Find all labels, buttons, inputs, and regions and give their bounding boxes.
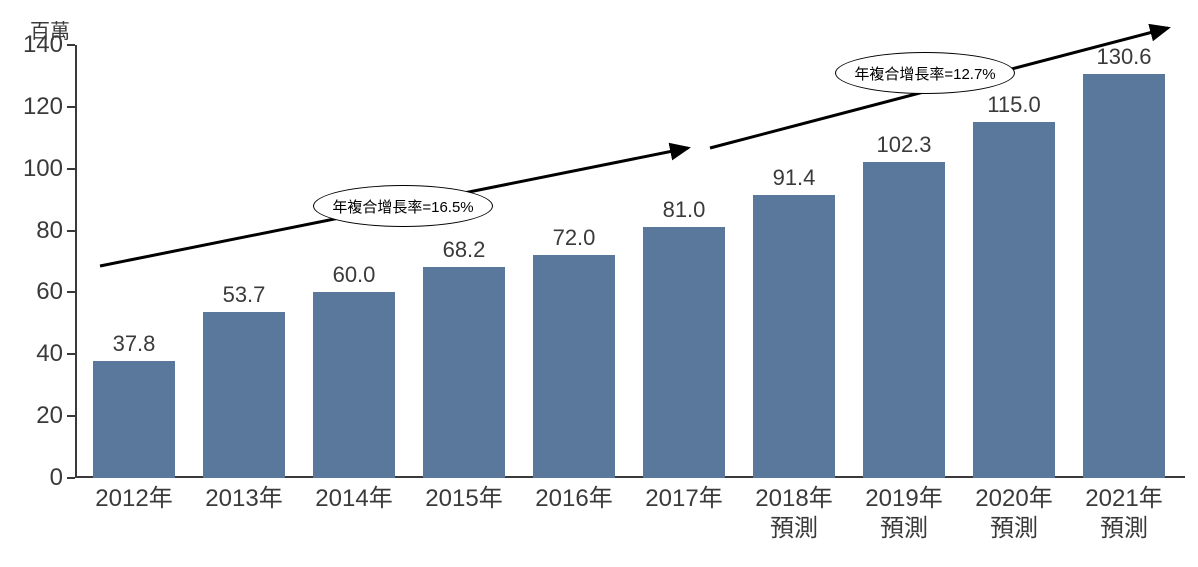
- bar: [93, 361, 175, 478]
- bar: [533, 255, 615, 478]
- bar-value-label: 102.3: [849, 132, 959, 158]
- x-axis-label: 2017年: [629, 484, 739, 514]
- y-tick-mark: [67, 106, 75, 108]
- bar-value-label: 72.0: [519, 225, 629, 251]
- x-axis-label: 2012年: [79, 484, 189, 514]
- x-axis-label: 2013年: [189, 484, 299, 514]
- bar-value-label: 37.8: [79, 331, 189, 357]
- y-tick-label: 20: [3, 402, 63, 430]
- x-axis-label: 2015年: [409, 484, 519, 514]
- y-tick-mark: [67, 230, 75, 232]
- bar: [753, 195, 835, 478]
- bar: [863, 162, 945, 478]
- bar-chart: 百萬 020406080100120140 37.82012年53.72013年…: [0, 0, 1198, 567]
- y-tick-label: 40: [3, 340, 63, 368]
- y-tick-mark: [67, 291, 75, 293]
- y-tick-label: 140: [3, 31, 63, 59]
- bar: [203, 312, 285, 478]
- y-tick-mark: [67, 477, 75, 479]
- bar-value-label: 91.4: [739, 165, 849, 191]
- y-tick-label: 100: [3, 155, 63, 183]
- x-axis-label: 2018年預測: [739, 484, 849, 544]
- y-tick-mark: [67, 44, 75, 46]
- x-axis-label: 2020年預測: [959, 484, 1069, 544]
- y-axis-line: [75, 45, 77, 478]
- bar: [313, 292, 395, 478]
- y-tick-mark: [67, 353, 75, 355]
- bar-value-label: 60.0: [299, 262, 409, 288]
- bar: [423, 267, 505, 478]
- bar: [643, 227, 725, 478]
- x-axis-label: 2014年: [299, 484, 409, 514]
- bar-value-label: 130.6: [1069, 44, 1179, 70]
- bar-value-label: 68.2: [409, 237, 519, 263]
- y-tick-label: 80: [3, 217, 63, 245]
- bar-value-label: 53.7: [189, 282, 299, 308]
- cagr-annotation: 年複合增長率=12.7%: [835, 52, 1015, 94]
- x-axis-label: 2021年預測: [1069, 484, 1179, 544]
- bar: [1083, 74, 1165, 478]
- y-tick-label: 0: [3, 464, 63, 492]
- y-tick-mark: [67, 168, 75, 170]
- y-tick-label: 120: [3, 93, 63, 121]
- bar-value-label: 81.0: [629, 197, 739, 223]
- x-axis-label: 2019年預測: [849, 484, 959, 544]
- bar-value-label: 115.0: [959, 92, 1069, 118]
- x-axis-label: 2016年: [519, 484, 629, 514]
- y-tick-mark: [67, 415, 75, 417]
- cagr-annotation: 年複合增長率=16.5%: [313, 185, 493, 227]
- bar: [973, 122, 1055, 478]
- y-tick-label: 60: [3, 278, 63, 306]
